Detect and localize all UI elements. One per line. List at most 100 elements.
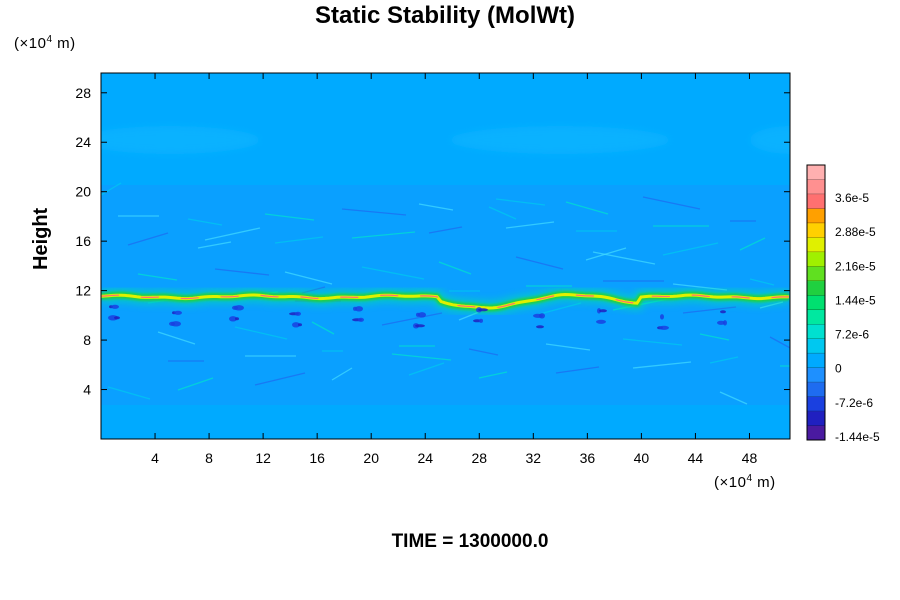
turbulence-streak [622, 338, 683, 346]
colorbar-swatch [807, 179, 825, 195]
negative-spot [539, 313, 545, 319]
colorbar-swatch [807, 353, 825, 368]
turbulence-streak [709, 356, 739, 364]
turbulence-streak [672, 283, 728, 291]
negative-spot [659, 325, 669, 330]
negative-spot [599, 309, 607, 313]
x-tick-label: 36 [580, 450, 596, 466]
upper-patch [450, 126, 670, 154]
x-axis: 4 8 12 16 20 24 28 32 36 40 44 48 [151, 73, 757, 466]
turbulence-streak [515, 256, 564, 270]
y-tick-label: 20 [75, 184, 91, 200]
turbulence-streak [682, 306, 737, 314]
turbulence-streak [187, 218, 223, 226]
turbulence-streak [177, 377, 214, 391]
upper-patch [101, 126, 260, 154]
colorbar-swatch [807, 411, 825, 426]
turbulence-streak [197, 241, 232, 249]
turbulence-streak [234, 326, 288, 340]
x-tick-label: 8 [205, 450, 213, 466]
turbulence-streak [468, 348, 499, 356]
y-axis-unit: (×104 m) [14, 34, 76, 52]
x-tick-label: 40 [634, 450, 650, 466]
colorbar-label: 7.2e-6 [835, 328, 869, 342]
x-tick-label: 48 [742, 450, 758, 466]
turbulence-streak [749, 278, 775, 286]
colorbar-swatch [807, 251, 825, 267]
negative-spot [358, 317, 364, 322]
colorbar-swatch [807, 280, 825, 296]
negative-spot [479, 318, 483, 323]
negative-spot [720, 310, 726, 314]
colorbar: 3.6e-5 2.88e-5 2.16e-5 1.44e-5 7.2e-6 0 -7.2e-… [806, 164, 880, 444]
colorbar-swatch [807, 208, 825, 224]
turbulence-streak [264, 213, 315, 221]
turbulence-streak [351, 231, 416, 239]
colorbar-swatch [807, 295, 825, 311]
turbulence-streak [592, 251, 656, 265]
negative-spot [596, 319, 606, 324]
x-axis-unit: (×104 m) [714, 473, 776, 491]
y-tick-label: 12 [75, 283, 91, 299]
y-tick-label: 4 [83, 382, 91, 398]
y-tick-label: 24 [75, 134, 91, 150]
colorbar-swatch [807, 237, 825, 253]
negative-spot [723, 320, 727, 326]
colorbar-label: 2.88e-5 [835, 225, 876, 239]
chart-title: Static Stability (MolWt) [315, 2, 575, 29]
negative-spot [717, 320, 725, 325]
colorbar-swatch [807, 266, 825, 282]
negative-spot [234, 305, 244, 311]
turbulence-streak [545, 343, 591, 351]
turbulence-streak [565, 201, 609, 215]
stable-layer-core [101, 292, 790, 310]
negative-spot [171, 321, 181, 327]
upper-patch [750, 126, 790, 154]
turbulence-streak [311, 321, 335, 335]
negative-spot [174, 310, 182, 315]
x-tick-label: 28 [471, 450, 487, 466]
x-tick-label: 12 [255, 450, 271, 466]
negative-spot [355, 306, 363, 312]
turbulence-streak [214, 268, 270, 276]
y-axis: 4 8 12 16 20 24 28 [75, 85, 790, 398]
turbulence-streak [361, 266, 425, 280]
turbulence-streak [495, 198, 546, 206]
colorbar-label: 1.44e-5 [835, 293, 876, 307]
negative-spot [478, 308, 488, 312]
turbulence-streak [127, 232, 169, 246]
turbulence-streak [381, 312, 443, 326]
colorbar-swatch [807, 425, 825, 441]
turbulence-streak [418, 203, 454, 211]
negative-spot [292, 322, 300, 328]
negative-spot [415, 324, 425, 328]
colorbar-swatch [807, 382, 825, 397]
turbulence-streak [341, 208, 407, 216]
x-tick-label: 4 [151, 450, 159, 466]
y-tick-label: 16 [75, 233, 91, 249]
plot-frame [100, 72, 791, 440]
colorbar-swatch [807, 324, 825, 339]
x-tick-label: 44 [688, 450, 704, 466]
turbulence-streak [555, 366, 600, 374]
turbulence-streak [428, 226, 463, 234]
turbulence-streak [719, 391, 748, 405]
x-tick-label: 32 [526, 450, 542, 466]
turbulence-streak [438, 261, 472, 275]
turbulence-streak [137, 273, 178, 281]
turbulence-streak [101, 182, 122, 196]
turbulence-streak [739, 237, 766, 251]
turbulence-streak [662, 242, 719, 256]
colorbar-label: 2.16e-5 [835, 259, 876, 273]
negative-stability-spots [108, 304, 727, 330]
x-tick-label: 20 [363, 450, 379, 466]
negative-spot [473, 319, 481, 323]
colorbar-label: -7.2e-6 [835, 396, 873, 410]
turbulence-streak [331, 367, 353, 381]
turbulence-streak [699, 333, 730, 341]
turbulence-streak [408, 362, 445, 376]
turbulence-streak [391, 353, 452, 361]
colorbar-swatch [807, 222, 825, 238]
negative-spot [235, 317, 239, 321]
heatmap-field [101, 73, 790, 439]
